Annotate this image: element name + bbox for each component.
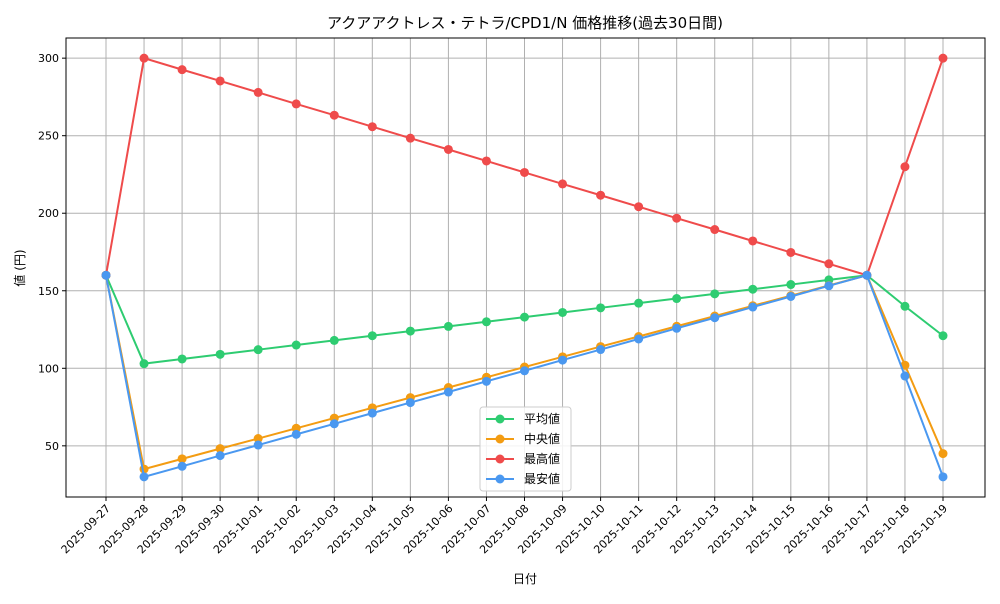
data-point — [443, 144, 453, 154]
data-point — [634, 202, 644, 212]
x-axis: 2025-09-272025-09-282025-09-292025-09-30… — [59, 497, 950, 556]
data-point — [177, 354, 187, 364]
data-point — [558, 355, 568, 365]
series-0 — [101, 270, 948, 369]
chart-title: アクアアクトレス・テトラ/CPD1/N 価格推移(過去30日間) — [327, 14, 723, 32]
data-point — [786, 280, 796, 290]
data-point — [367, 122, 377, 132]
y-axis-label: 値 (円) — [12, 249, 27, 286]
y-tick-label: 150 — [38, 285, 59, 298]
data-point — [558, 307, 568, 317]
data-point — [253, 434, 263, 444]
data-point — [215, 451, 225, 461]
y-tick-label: 100 — [38, 362, 59, 375]
data-point — [824, 281, 834, 291]
data-point — [938, 449, 948, 459]
data-point — [405, 326, 415, 336]
data-point — [329, 419, 339, 429]
data-point — [672, 323, 682, 333]
data-point — [481, 376, 491, 386]
data-point — [672, 213, 682, 223]
y-tick-label: 200 — [38, 207, 59, 220]
data-point — [329, 335, 339, 345]
legend-label: 中央値 — [524, 431, 560, 446]
data-point — [291, 99, 301, 109]
data-point — [596, 303, 606, 313]
data-point — [748, 236, 758, 246]
plot-frame — [65, 37, 986, 498]
y-tick-label: 250 — [38, 130, 59, 143]
data-point — [139, 472, 149, 482]
data-point — [786, 291, 796, 301]
data-point — [367, 408, 377, 418]
data-point — [177, 454, 187, 464]
data-point — [634, 334, 644, 344]
data-point — [748, 284, 758, 294]
data-point — [405, 398, 415, 408]
x-axis-label: 日付 — [513, 572, 537, 586]
data-point — [520, 167, 529, 177]
data-point — [443, 321, 453, 331]
data-point — [253, 87, 263, 97]
data-point — [710, 225, 720, 235]
data-point — [291, 340, 301, 350]
data-point — [710, 313, 720, 323]
data-point — [367, 331, 377, 341]
data-point — [291, 429, 301, 439]
data-point — [520, 366, 529, 376]
data-point — [786, 247, 796, 257]
data-point — [443, 387, 453, 397]
data-point — [824, 259, 834, 269]
data-point — [938, 472, 948, 482]
data-point — [862, 270, 872, 280]
data-point — [938, 331, 948, 341]
data-point — [215, 444, 225, 454]
data-point — [481, 156, 491, 166]
y-axis: 50 100 150 200 250 300 — [38, 52, 66, 453]
data-point — [139, 359, 149, 369]
legend-label: 平均値 — [524, 411, 560, 426]
data-point — [139, 53, 149, 63]
data-point — [253, 345, 263, 355]
data-point — [634, 298, 644, 308]
data-point — [177, 461, 187, 471]
series-group — [101, 53, 948, 482]
data-point — [405, 133, 415, 143]
data-point — [215, 76, 225, 86]
y-tick-label: 300 — [38, 52, 59, 65]
legend-marker — [495, 434, 505, 444]
legend-marker — [495, 474, 505, 484]
data-point — [329, 110, 339, 120]
legend-marker — [495, 414, 505, 424]
data-point — [672, 294, 682, 304]
data-point — [520, 312, 529, 322]
legend-label: 最安値 — [524, 471, 560, 486]
data-point — [900, 301, 910, 311]
series-3 — [101, 270, 948, 482]
grid — [66, 38, 985, 497]
legend-box — [479, 406, 572, 492]
data-point — [900, 371, 910, 381]
legend-marker — [495, 454, 505, 464]
data-point — [253, 440, 263, 450]
data-point — [748, 302, 758, 312]
data-point — [558, 179, 568, 189]
data-point — [596, 345, 606, 355]
data-point — [177, 65, 187, 75]
legend-label: 最高値 — [524, 451, 560, 466]
data-point — [596, 190, 606, 200]
data-point — [215, 349, 225, 359]
y-tick-label: 50 — [45, 440, 59, 453]
data-point — [101, 270, 111, 280]
data-point — [900, 162, 910, 172]
data-point — [481, 317, 491, 327]
data-point — [710, 289, 720, 299]
data-point — [938, 53, 948, 63]
